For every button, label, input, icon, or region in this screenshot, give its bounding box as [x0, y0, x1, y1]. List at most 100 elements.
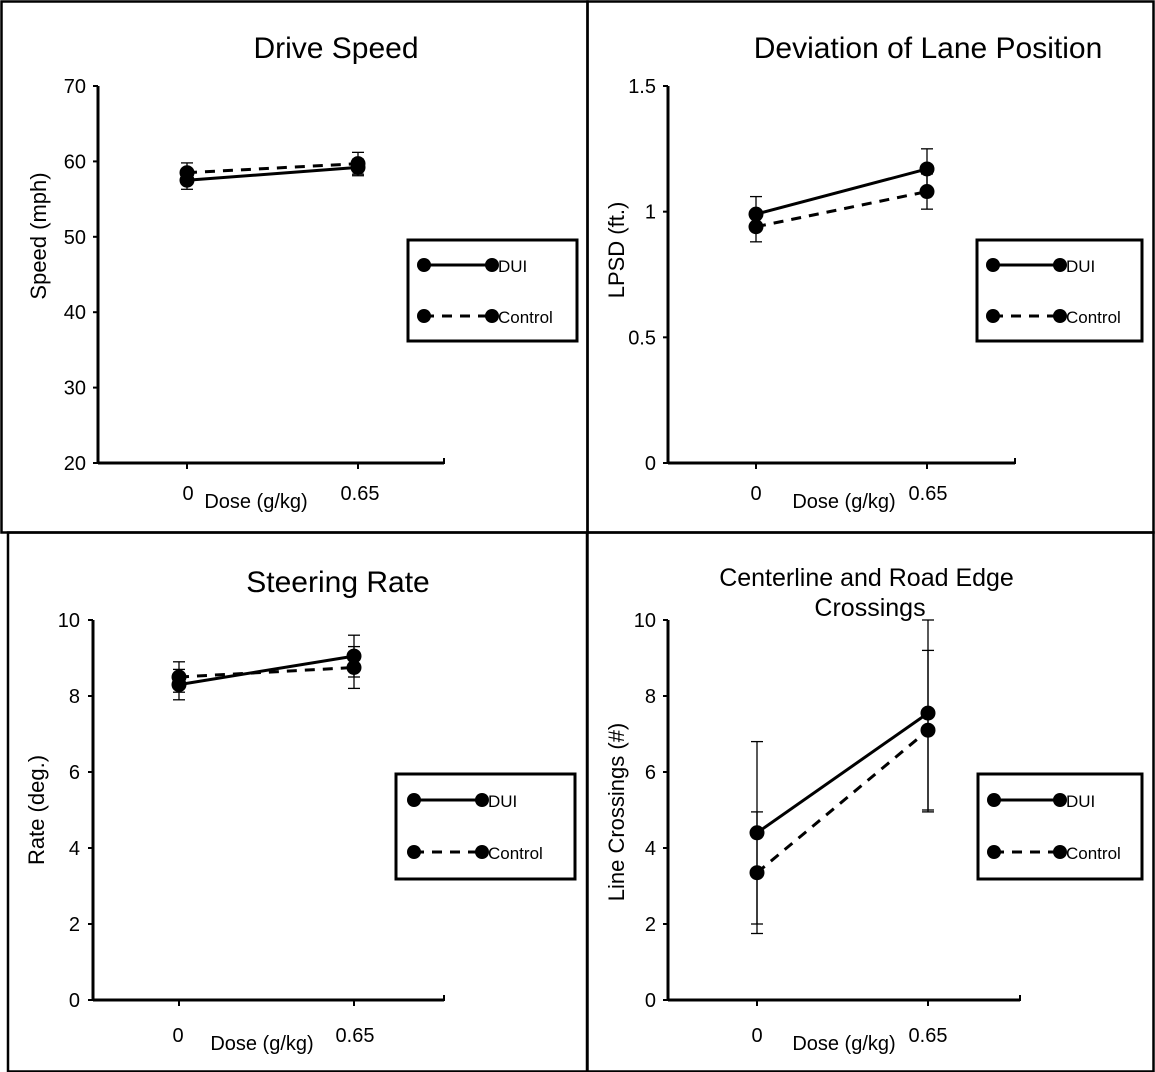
x-axis-label: Dose (g/kg)	[792, 491, 895, 513]
data-point-control	[179, 165, 195, 181]
legend-marker-control	[407, 845, 421, 859]
legend-marker-control	[987, 845, 1001, 859]
legend: DUI Control	[975, 238, 1144, 343]
x-tick-label: 0.65	[909, 483, 948, 505]
y-tick-label: 40	[64, 302, 86, 324]
legend-marker-dui	[1053, 258, 1067, 272]
legend-label-dui: DUI	[1066, 257, 1095, 276]
series-line-control	[756, 729, 929, 874]
data-point-dui	[749, 825, 765, 841]
legend-box	[976, 772, 1144, 881]
legend-marker-dui	[1053, 793, 1067, 807]
data-point-control	[920, 722, 936, 738]
y-tick-label: 1	[645, 202, 656, 224]
legend-label-control: Control	[1066, 308, 1121, 327]
data-point-dui	[346, 648, 362, 664]
y-tick-label: 10	[634, 610, 656, 632]
y-tick-label: 2	[645, 914, 656, 936]
x-tick-label: 0	[172, 1025, 183, 1047]
chart-line-crossings: Centerline and Road Edge Crossings Line …	[604, 564, 1144, 1055]
y-tick-label: 6	[645, 762, 656, 784]
data-point-dui	[920, 705, 936, 721]
y-tick-label: 0	[645, 453, 656, 475]
y-axis-label: Line Crossings (#)	[604, 723, 629, 902]
plot-area: 0 0.5 1 1.5	[628, 76, 1016, 475]
chart-title: Centerline and Road Edge Crossings	[719, 564, 1021, 622]
series-line-dui	[186, 165, 359, 182]
y-tick-label: 70	[64, 76, 86, 98]
chart-title: Drive Speed	[253, 32, 418, 65]
data-point-control	[919, 184, 935, 200]
x-axis-label: Dose (g/kg)	[204, 491, 307, 513]
legend-label-dui: DUI	[488, 792, 517, 811]
x-tick-label: 0.65	[909, 1025, 948, 1047]
y-axis-label: LPSD (ft.)	[604, 202, 629, 299]
data-point-control	[171, 669, 187, 685]
data-point-control	[350, 156, 366, 172]
x-tick-label: 0.65	[341, 483, 380, 505]
legend: DUI Control	[394, 772, 577, 881]
legend-label-control: Control	[498, 308, 553, 327]
y-tick-label: 50	[64, 227, 86, 249]
legend-box	[975, 238, 1144, 343]
legend-marker-dui	[987, 793, 1001, 807]
plot-area: 0 2 4 6 8 10	[634, 610, 1021, 1012]
y-tick-label: 1.5	[628, 76, 656, 98]
legend-label-dui: DUI	[498, 257, 527, 276]
legend-marker-dui	[407, 793, 421, 807]
chart-title-line: Centerline and Road Edge	[719, 564, 1014, 592]
data-point-dui	[919, 161, 935, 177]
chart-lane-position: Deviation of Lane Position LPSD (ft.) Do…	[604, 32, 1144, 513]
x-tick-label: 0.65	[336, 1025, 375, 1047]
y-tick-label: 0	[69, 990, 80, 1012]
legend-marker-dui	[475, 793, 489, 807]
y-tick-label: 0	[645, 990, 656, 1012]
legend-marker-control	[417, 309, 431, 323]
legend-marker-control	[1053, 309, 1067, 323]
legend-marker-control	[1053, 845, 1067, 859]
series-line-control	[755, 190, 928, 229]
x-tick-label: 0	[750, 483, 761, 505]
chart-title: Steering Rate	[246, 566, 429, 599]
legend-box	[394, 772, 577, 881]
legend-marker-dui	[485, 258, 499, 272]
data-point-control	[749, 865, 765, 881]
plot-area: 20 30 40 50 60 70	[64, 76, 445, 475]
y-tick-label: 8	[69, 686, 80, 708]
legend-marker-dui	[417, 258, 431, 272]
legend-marker-control	[485, 309, 499, 323]
chart-title-line: Crossings	[814, 594, 925, 622]
plot-area: 0 2 4 6 8 10	[58, 610, 445, 1012]
y-tick-label: 0.5	[628, 327, 656, 349]
x-tick-label: 0	[751, 1025, 762, 1047]
legend-marker-dui	[986, 258, 1000, 272]
y-axis-label: Speed (mph)	[26, 172, 51, 299]
legend-label-dui: DUI	[1066, 792, 1095, 811]
y-axis-label: Rate (deg.)	[24, 755, 49, 865]
data-point-control	[346, 660, 362, 675]
legend: DUI Control	[406, 238, 579, 343]
chart-steering-rate: Steering Rate Rate (deg.) Dose (g/kg) 0 …	[24, 566, 577, 1055]
y-tick-label: 4	[645, 838, 656, 860]
data-point-dui	[748, 206, 764, 222]
legend-marker-control	[986, 309, 1000, 323]
x-tick-label: 0	[182, 483, 193, 505]
data-point-control	[748, 219, 764, 235]
legend-box	[406, 238, 579, 343]
y-tick-label: 60	[64, 151, 86, 173]
x-axis-label: Dose (g/kg)	[210, 1033, 313, 1055]
series-line-control	[178, 666, 355, 679]
legend-marker-control	[475, 845, 489, 859]
y-tick-label: 10	[58, 610, 80, 632]
y-tick-label: 2	[69, 914, 80, 936]
chart-title: Deviation of Lane Position	[754, 32, 1103, 65]
x-axis-label: Dose (g/kg)	[792, 1033, 895, 1055]
legend: DUI Control	[976, 772, 1144, 881]
chart-drive-speed: Drive Speed Speed (mph) Dose (g/kg) 0 0.…	[26, 32, 579, 513]
legend-label-control: Control	[1066, 844, 1121, 863]
y-tick-label: 30	[64, 378, 86, 400]
legend-label-control: Control	[488, 844, 543, 863]
series-line-dui	[178, 654, 355, 687]
